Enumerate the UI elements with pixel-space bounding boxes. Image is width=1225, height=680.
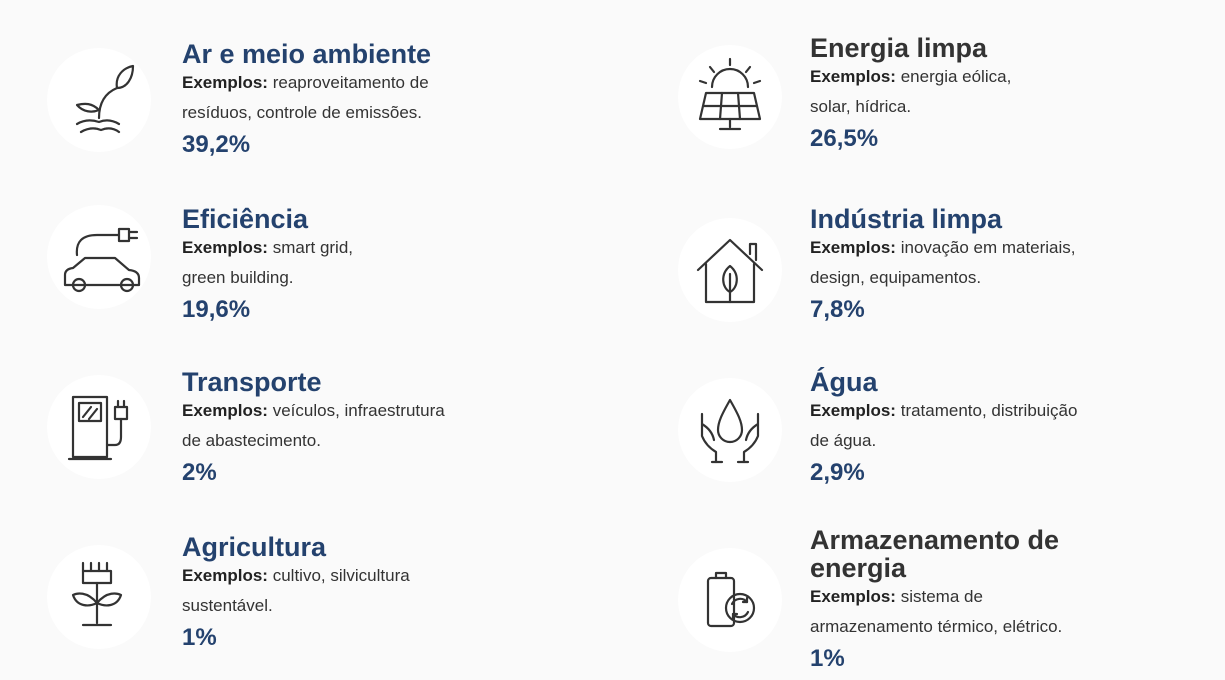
examples-text: tratamento, distribuição — [900, 401, 1078, 420]
examples-text: reaproveitamento de — [272, 73, 429, 92]
examples-text: inovação em materiais, — [900, 238, 1076, 257]
examples-line: sustentável. — [182, 591, 592, 621]
examples-line: resíduos, controle de emissões. — [182, 98, 592, 128]
icon-battery — [678, 548, 782, 652]
examples-text: cultivo, silvicultura — [272, 566, 410, 585]
examples-label: Exemplos: — [182, 566, 268, 585]
category-item: Água Exemplos: tratamento, distribuição de… — [810, 368, 1220, 490]
examples-text: solar, hídrica. — [810, 97, 912, 116]
icon-house — [678, 218, 782, 322]
examples-text: sistema de — [900, 587, 983, 606]
category-percent: 26,5% — [810, 125, 879, 152]
category-item: Armazenamento de energia Exemplos: sistem… — [810, 526, 1220, 676]
category-percent: 1% — [182, 624, 217, 651]
examples-line: Exemplos: sistema de — [810, 582, 1220, 612]
examples-line: de abastecimento. — [182, 426, 592, 456]
examples-label: Exemplos: — [182, 401, 268, 420]
examples-line: Exemplos: energia eólica, — [810, 62, 1220, 92]
examples-label: Exemplos: — [810, 587, 896, 606]
category-title: Ar e meio ambiente — [182, 39, 432, 69]
examples-line: solar, hídrica. — [810, 92, 1220, 122]
icon-solar — [678, 45, 782, 149]
examples-text: de abastecimento. — [182, 431, 321, 450]
examples-text: smart grid, — [272, 238, 354, 257]
examples-line: Exemplos: cultivo, silvicultura — [182, 561, 592, 591]
examples-text: armazenamento térmico, elétrico. — [810, 617, 1063, 636]
category-percent: 39,2% — [182, 131, 251, 158]
category-item: Ar e meio ambiente Exemplos: reaproveitam… — [182, 40, 592, 162]
icon-charger — [47, 375, 151, 479]
category-title: Água — [810, 367, 878, 397]
examples-line: Exemplos: tratamento, distribuição — [810, 396, 1220, 426]
category-percent: 2% — [182, 459, 217, 486]
icon-plug-plant — [47, 545, 151, 649]
category-item: Energia limpa Exemplos: energia eólica, so… — [810, 34, 1220, 156]
examples-label: Exemplos: — [810, 67, 896, 86]
examples-text: energia eólica, — [900, 67, 1012, 86]
category-title: Armazenamento de energia — [810, 525, 1060, 583]
category-title: Transporte — [182, 367, 322, 397]
category-title: Indústria limpa — [810, 204, 1003, 234]
icon-car — [47, 205, 151, 309]
examples-line: de água. — [810, 426, 1220, 456]
category-item: Indústria limpa Exemplos: inovação em mat… — [810, 205, 1220, 327]
examples-text: design, equipamentos. — [810, 268, 982, 287]
examples-line: Exemplos: veículos, infraestrutura — [182, 396, 592, 426]
category-title: Agricultura — [182, 532, 327, 562]
examples-text: green building. — [182, 268, 294, 287]
examples-line: Exemplos: inovação em materiais, — [810, 233, 1220, 263]
category-percent: 1% — [810, 645, 845, 672]
category-percent: 2,9% — [810, 459, 865, 486]
examples-text: sustentável. — [182, 596, 273, 615]
examples-line: Exemplos: reaproveitamento de — [182, 68, 592, 98]
examples-label: Exemplos: — [182, 238, 268, 257]
icon-plant — [47, 48, 151, 152]
examples-line: design, equipamentos. — [810, 263, 1220, 293]
examples-line: armazenamento térmico, elétrico. — [810, 612, 1220, 642]
category-item: Agricultura Exemplos: cultivo, silvicultu… — [182, 533, 592, 655]
category-item: Eficiência Exemplos: smart grid, green bui… — [182, 205, 592, 327]
category-title: Energia limpa — [810, 33, 988, 63]
examples-text: veículos, infraestrutura — [272, 401, 445, 420]
category-percent: 19,6% — [182, 296, 251, 323]
category-item: Transporte Exemplos: veículos, infraestru… — [182, 368, 592, 490]
examples-text: resíduos, controle de emissões. — [182, 103, 423, 122]
examples-label: Exemplos: — [810, 401, 896, 420]
examples-line: Exemplos: smart grid, — [182, 233, 592, 263]
examples-line: green building. — [182, 263, 592, 293]
examples-label: Exemplos: — [810, 238, 896, 257]
examples-text: de água. — [810, 431, 877, 450]
category-percent: 7,8% — [810, 296, 865, 323]
category-title: Eficiência — [182, 204, 309, 234]
examples-label: Exemplos: — [182, 73, 268, 92]
icon-water — [678, 378, 782, 482]
